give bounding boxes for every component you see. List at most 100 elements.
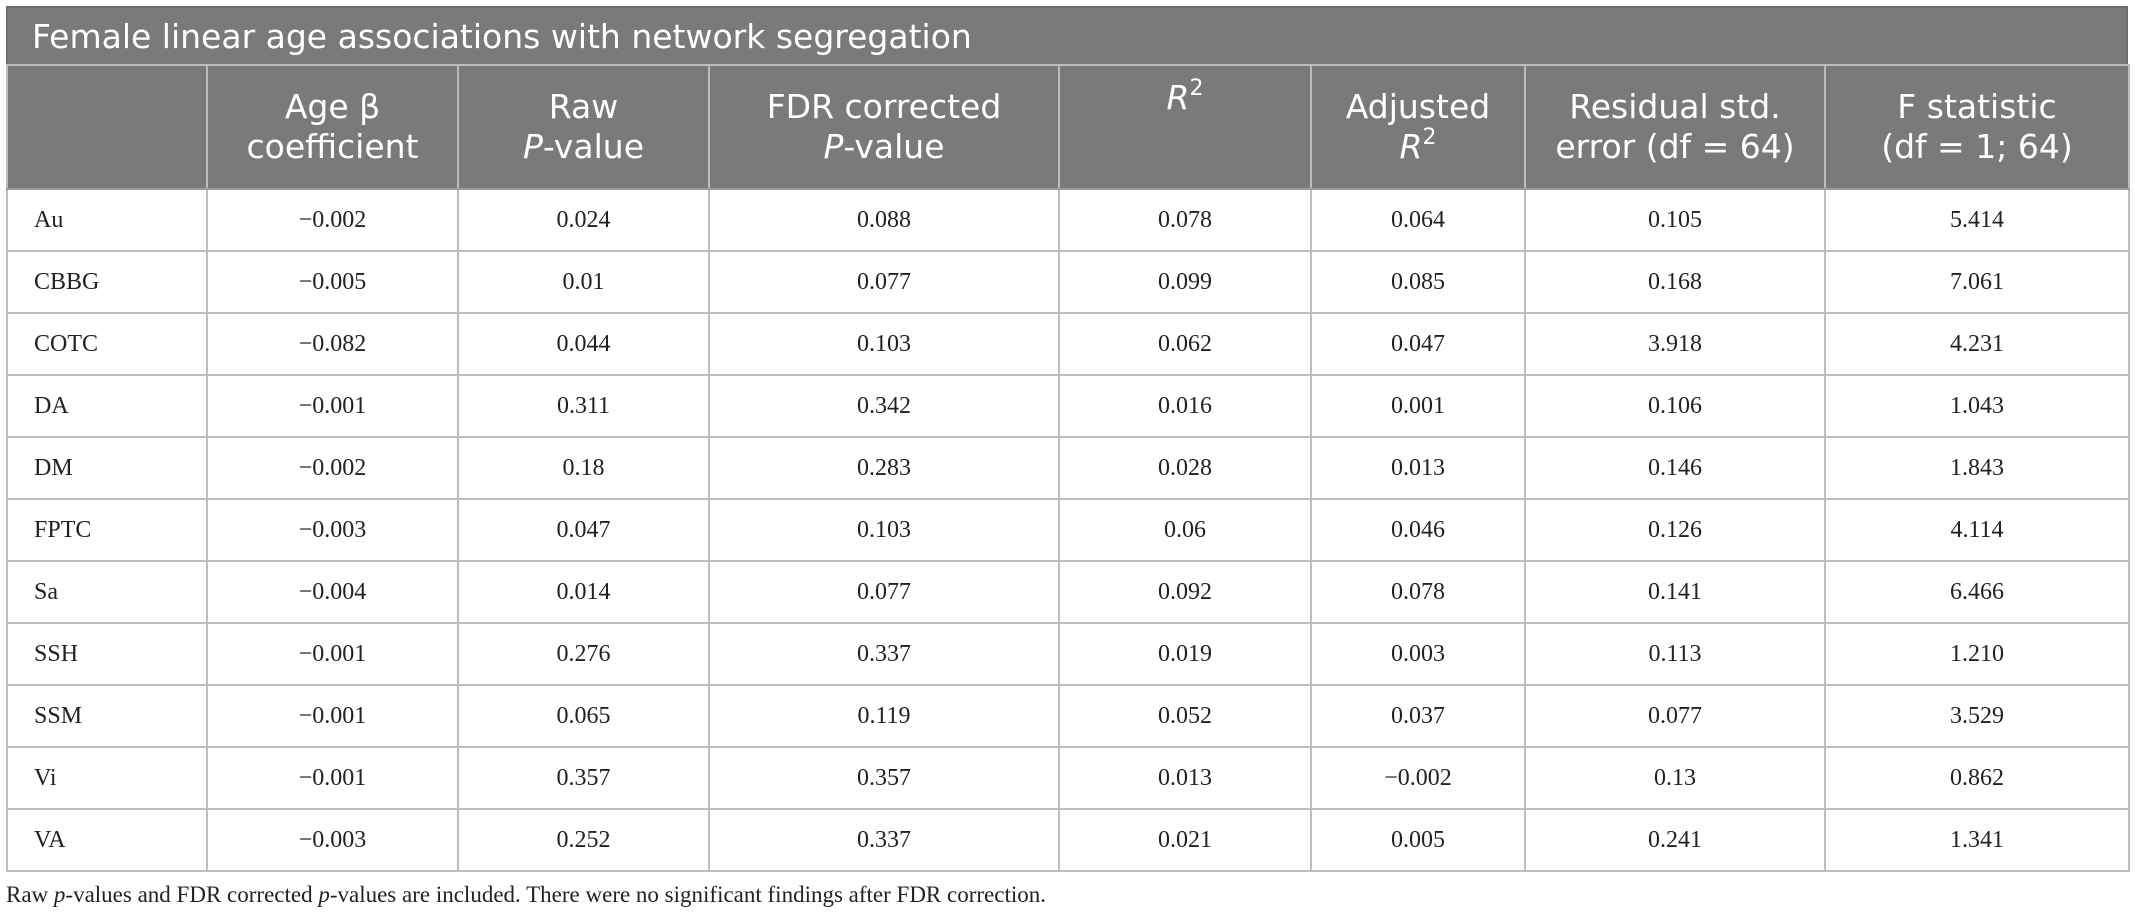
- value-cell: −0.001: [206, 746, 459, 810]
- network-name-cell: COTC: [6, 312, 208, 376]
- value-cell: −0.003: [206, 498, 459, 562]
- value-cell: 0.01: [457, 250, 710, 314]
- network-name-cell: SSM: [6, 684, 208, 748]
- value-cell: 3.529: [1824, 684, 2130, 748]
- value-cell: 0.021: [1058, 808, 1312, 872]
- value-cell: 0.078: [1058, 188, 1312, 252]
- value-cell: −0.002: [206, 436, 459, 500]
- value-cell: 0.014: [457, 560, 710, 624]
- value-cell: 3.918: [1524, 312, 1826, 376]
- table-row: COTC −0.082 0.044 0.103 0.062 0.047 3.918 4.231: [6, 312, 2130, 376]
- value-cell: 1.043: [1824, 374, 2130, 438]
- table-row: DM −0.002 0.18 0.283 0.028 0.013 0.146 1.843: [6, 436, 2130, 500]
- value-cell: −0.003: [206, 808, 459, 872]
- value-cell: 0.005: [1310, 808, 1526, 872]
- value-cell: −0.001: [206, 684, 459, 748]
- value-cell: 0.276: [457, 622, 710, 686]
- table-row: FPTC −0.003 0.047 0.103 0.06 0.046 0.126 4.114: [6, 498, 2130, 562]
- value-cell: 0.06: [1058, 498, 1312, 562]
- value-cell: −0.002: [1310, 746, 1526, 810]
- value-cell: 0.019: [1058, 622, 1312, 686]
- col-header-raw-p: Raw P-value: [457, 64, 710, 190]
- value-cell: 1.210: [1824, 622, 2130, 686]
- value-cell: 0.092: [1058, 560, 1312, 624]
- value-cell: 0.044: [457, 312, 710, 376]
- value-cell: 0.337: [708, 622, 1060, 686]
- network-name-cell: FPTC: [6, 498, 208, 562]
- table-footnote: Raw p-values and FDR corrected p-values …: [6, 882, 1046, 907]
- value-cell: 0.062: [1058, 312, 1312, 376]
- value-cell: 0.065: [457, 684, 710, 748]
- table-container: Female linear age associations with netw…: [6, 6, 2130, 872]
- value-cell: 7.061: [1824, 250, 2130, 314]
- col-header-residual-error: Residual std. error (df = 64): [1524, 64, 1826, 190]
- value-cell: 0.077: [1524, 684, 1826, 748]
- results-table: Age β coefficient Raw P-value FDR correcte…: [6, 64, 2130, 872]
- value-cell: −0.004: [206, 560, 459, 624]
- value-cell: 0.013: [1310, 436, 1526, 500]
- network-name-cell: DM: [6, 436, 208, 500]
- value-cell: 0.146: [1524, 436, 1826, 500]
- value-cell: −0.001: [206, 622, 459, 686]
- value-cell: 0.13: [1524, 746, 1826, 810]
- value-cell: 0.088: [708, 188, 1060, 252]
- value-cell: 5.414: [1824, 188, 2130, 252]
- value-cell: −0.005: [206, 250, 459, 314]
- value-cell: 0.126: [1524, 498, 1826, 562]
- table-row: SSH −0.001 0.276 0.337 0.019 0.003 0.113 1.210: [6, 622, 2130, 686]
- col-header-fdr-p: FDR corrected P-value: [708, 64, 1060, 190]
- value-cell: 4.231: [1824, 312, 2130, 376]
- value-cell: 0.105: [1524, 188, 1826, 252]
- network-name-cell: Sa: [6, 560, 208, 624]
- value-cell: 0.046: [1310, 498, 1526, 562]
- table-title: Female linear age associations with netw…: [6, 6, 2128, 64]
- network-name-cell: Vi: [6, 746, 208, 810]
- value-cell: 4.114: [1824, 498, 2130, 562]
- col-header-adjusted-r2: Adjusted R2: [1310, 64, 1526, 190]
- network-name-cell: DA: [6, 374, 208, 438]
- value-cell: 0.357: [457, 746, 710, 810]
- value-cell: −0.001: [206, 374, 459, 438]
- value-cell: 6.466: [1824, 560, 2130, 624]
- table-row: Sa −0.004 0.014 0.077 0.092 0.078 0.141 6.466: [6, 560, 2130, 624]
- value-cell: 0.103: [708, 498, 1060, 562]
- network-name-cell: SSH: [6, 622, 208, 686]
- value-cell: 0.141: [1524, 560, 1826, 624]
- value-cell: 0.037: [1310, 684, 1526, 748]
- value-cell: 0.003: [1310, 622, 1526, 686]
- value-cell: 0.357: [708, 746, 1060, 810]
- value-cell: 0.052: [1058, 684, 1312, 748]
- value-cell: 0.241: [1524, 808, 1826, 872]
- value-cell: 0.168: [1524, 250, 1826, 314]
- value-cell: 0.342: [708, 374, 1060, 438]
- value-cell: 0.077: [708, 560, 1060, 624]
- table-row: Vi −0.001 0.357 0.357 0.013 −0.002 0.13 0.862: [6, 746, 2130, 810]
- value-cell: 0.283: [708, 436, 1060, 500]
- value-cell: 0.085: [1310, 250, 1526, 314]
- value-cell: 0.028: [1058, 436, 1312, 500]
- value-cell: 1.341: [1824, 808, 2130, 872]
- value-cell: 0.862: [1824, 746, 2130, 810]
- value-cell: 1.843: [1824, 436, 2130, 500]
- value-cell: 0.119: [708, 684, 1060, 748]
- col-header-age-beta: Age β coefficient: [206, 64, 459, 190]
- table-body: Au −0.002 0.024 0.088 0.078 0.064 0.105 5.414 CB…: [6, 188, 2130, 872]
- value-cell: 0.311: [457, 374, 710, 438]
- value-cell: 0.099: [1058, 250, 1312, 314]
- col-header-f-statistic: F statistic (df = 1; 64): [1824, 64, 2130, 190]
- network-name-cell: CBBG: [6, 250, 208, 314]
- table-row: Au −0.002 0.024 0.088 0.078 0.064 0.105 5.414: [6, 188, 2130, 252]
- value-cell: 0.106: [1524, 374, 1826, 438]
- value-cell: 0.047: [1310, 312, 1526, 376]
- value-cell: 0.064: [1310, 188, 1526, 252]
- header-row: Age β coefficient Raw P-value FDR correcte…: [6, 64, 2130, 190]
- value-cell: 0.077: [708, 250, 1060, 314]
- value-cell: 0.078: [1310, 560, 1526, 624]
- value-cell: −0.002: [206, 188, 459, 252]
- col-header-network: [6, 64, 208, 190]
- table-row: CBBG −0.005 0.01 0.077 0.099 0.085 0.168 7.061: [6, 250, 2130, 314]
- value-cell: 0.113: [1524, 622, 1826, 686]
- value-cell: 0.016: [1058, 374, 1312, 438]
- value-cell: 0.024: [457, 188, 710, 252]
- network-name-cell: VA: [6, 808, 208, 872]
